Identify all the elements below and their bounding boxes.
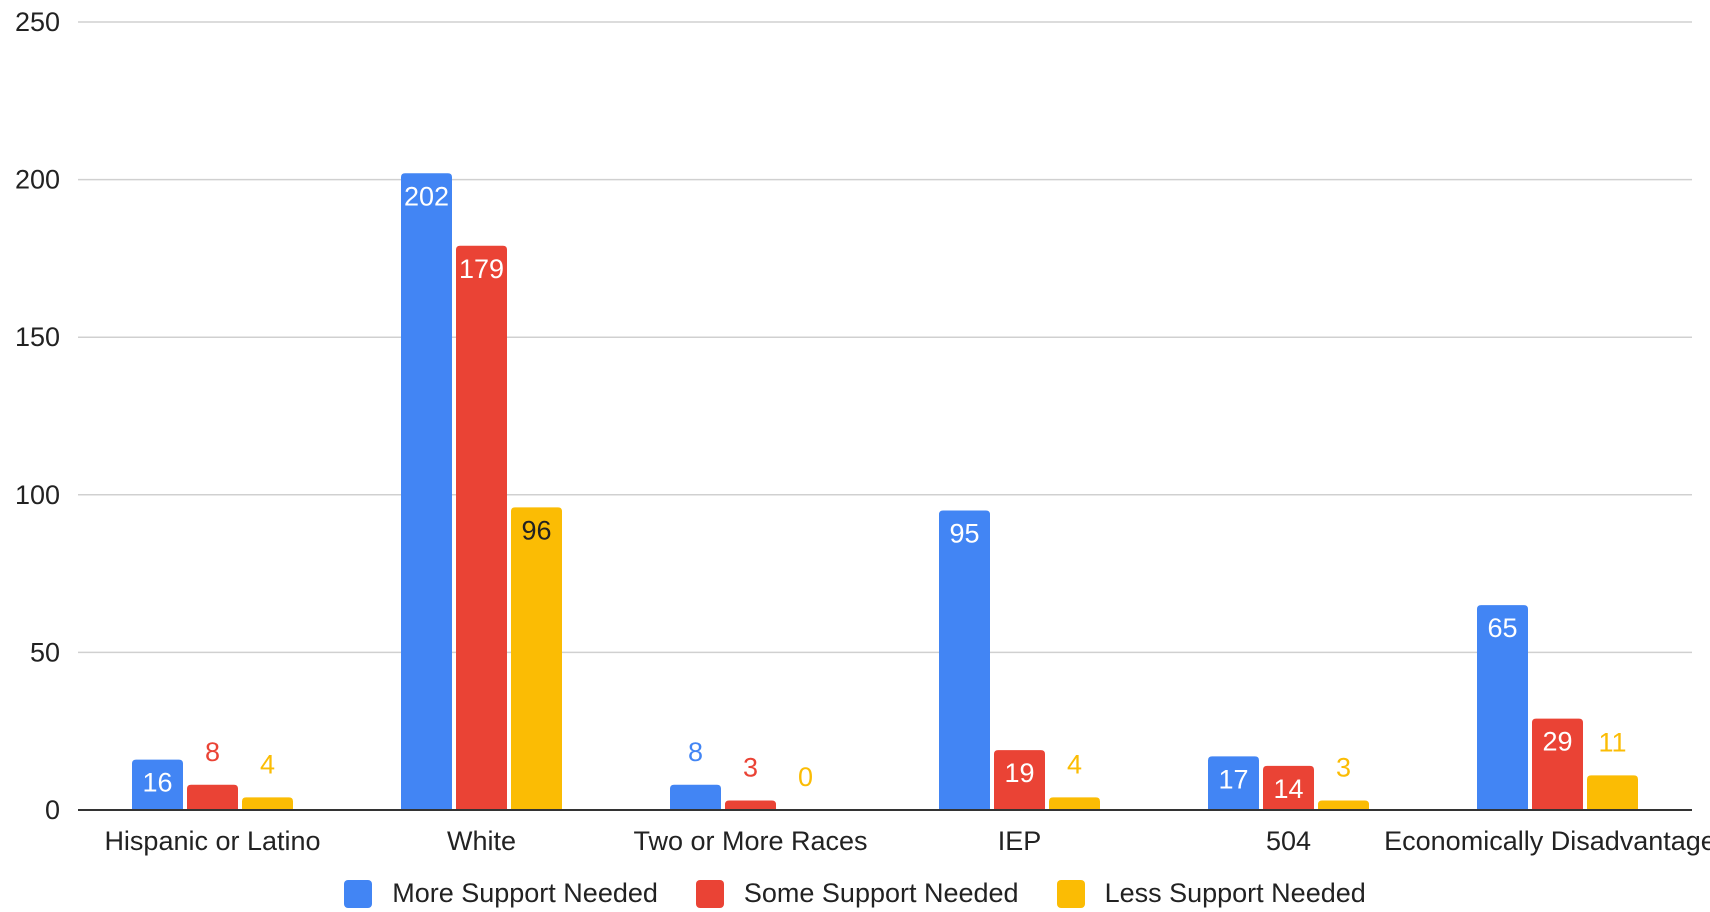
y-tick-label: 50 bbox=[30, 637, 60, 667]
data-label: 17 bbox=[1218, 764, 1248, 794]
x-tick-label: IEP bbox=[998, 826, 1042, 856]
data-label: 0 bbox=[798, 762, 813, 792]
legend-swatch-more-support bbox=[344, 879, 373, 908]
data-label: 4 bbox=[260, 749, 275, 779]
chart-legend: More Support Needed Some Support Needed … bbox=[0, 878, 1710, 909]
bar bbox=[1587, 775, 1638, 810]
data-label: 179 bbox=[459, 254, 504, 284]
data-label: 11 bbox=[1598, 727, 1626, 757]
bar bbox=[670, 784, 721, 810]
data-labels-layer: 16 8 4 202 179 96 8 3 0 95 19 4 17 14 3 65 29 11 bbox=[142, 181, 1626, 804]
bar bbox=[725, 800, 776, 810]
legend-label-less-support: Less Support Needed bbox=[1104, 878, 1366, 908]
legend-item-some-support: Some Support Needed bbox=[695, 878, 1019, 909]
legend-label-some-support: Some Support Needed bbox=[743, 878, 1019, 908]
bar bbox=[939, 510, 990, 810]
x-tick-label: White bbox=[447, 826, 516, 856]
bar bbox=[187, 784, 238, 810]
data-label: 19 bbox=[1004, 758, 1034, 788]
y-tick-label: 150 bbox=[15, 322, 60, 352]
data-label: 8 bbox=[688, 737, 703, 767]
x-tick-label: 504 bbox=[1266, 826, 1311, 856]
bar bbox=[1263, 765, 1314, 810]
legend-item-more-support: More Support Needed bbox=[344, 878, 658, 909]
x-tick-label: Hispanic or Latino bbox=[104, 826, 320, 856]
bar bbox=[1477, 605, 1528, 810]
bar bbox=[1208, 756, 1259, 810]
data-label: 16 bbox=[142, 768, 172, 798]
bar bbox=[1049, 797, 1100, 810]
bars-layer bbox=[132, 173, 1638, 811]
data-label: 29 bbox=[1542, 727, 1572, 757]
legend-label-more-support: More Support Needed bbox=[392, 878, 658, 908]
y-tick-label: 0 bbox=[45, 795, 60, 825]
data-label: 202 bbox=[404, 181, 449, 211]
legend-item-less-support: Less Support Needed bbox=[1056, 878, 1366, 909]
bar bbox=[994, 750, 1045, 810]
data-label: 4 bbox=[1067, 749, 1082, 779]
x-tick-label: Two or More Races bbox=[633, 826, 867, 856]
x-tick-label: Economically Disadvantaged bbox=[1384, 826, 1710, 856]
data-label: 65 bbox=[1487, 613, 1517, 643]
bar bbox=[1318, 800, 1369, 810]
data-label: 3 bbox=[1336, 753, 1351, 783]
y-tick-label: 250 bbox=[15, 7, 60, 37]
data-label: 95 bbox=[949, 519, 979, 549]
bar-chart: 0 50 100 150 200 250 Hispanic or Latino White Tw… bbox=[15, 7, 1710, 856]
data-label: 96 bbox=[521, 515, 551, 545]
legend-swatch-less-support bbox=[1056, 879, 1085, 908]
legend-swatch-some-support bbox=[695, 879, 724, 908]
bar bbox=[242, 797, 293, 810]
bar bbox=[511, 507, 562, 810]
data-label: 14 bbox=[1273, 774, 1303, 804]
data-label: 3 bbox=[743, 753, 758, 783]
bar bbox=[401, 173, 452, 810]
bar bbox=[132, 759, 183, 810]
y-tick-label: 100 bbox=[15, 480, 60, 510]
bar bbox=[456, 245, 507, 811]
y-tick-label: 200 bbox=[15, 165, 60, 195]
bar bbox=[1532, 718, 1583, 810]
data-label: 8 bbox=[205, 737, 220, 767]
